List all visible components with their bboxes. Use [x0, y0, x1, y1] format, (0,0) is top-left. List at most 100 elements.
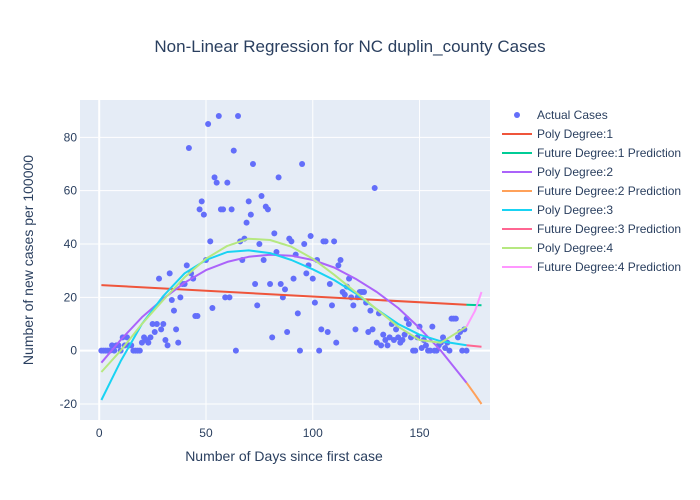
data-point[interactable]: [151, 329, 158, 335]
data-point[interactable]: [369, 326, 376, 333]
data-point[interactable]: [294, 310, 301, 317]
data-point[interactable]: [442, 345, 449, 351]
data-point[interactable]: [324, 329, 331, 335]
data-point[interactable]: [200, 211, 207, 218]
legend-item-future-degree-2-prediction[interactable]: Future Degree:2 Prediction: [502, 184, 681, 198]
data-point[interactable]: [307, 233, 314, 239]
data-point[interactable]: [277, 281, 284, 287]
data-point[interactable]: [299, 161, 306, 167]
data-point[interactable]: [335, 262, 342, 269]
data-point[interactable]: [337, 257, 344, 263]
data-point[interactable]: [205, 121, 212, 127]
data-point[interactable]: [365, 329, 372, 335]
data-point[interactable]: [138, 339, 145, 346]
data-point[interactable]: [399, 337, 406, 343]
data-point[interactable]: [303, 270, 310, 277]
data-point[interactable]: [390, 337, 397, 343]
data-point[interactable]: [170, 307, 177, 314]
data-point[interactable]: [309, 275, 316, 282]
data-point[interactable]: [207, 238, 214, 245]
data-point[interactable]: [252, 281, 259, 287]
data-point[interactable]: [254, 302, 261, 309]
data-point[interactable]: [177, 294, 184, 301]
data-point[interactable]: [341, 291, 348, 298]
data-point[interactable]: [361, 289, 368, 295]
data-point[interactable]: [220, 206, 227, 213]
data-point[interactable]: [226, 294, 233, 301]
data-point[interactable]: [256, 241, 263, 247]
data-point[interactable]: [198, 198, 205, 205]
data-point[interactable]: [333, 339, 340, 346]
data-point[interactable]: [247, 211, 254, 218]
data-point[interactable]: [264, 206, 271, 213]
data-point[interactable]: [440, 334, 447, 341]
data-point[interactable]: [454, 334, 461, 341]
data-point[interactable]: [194, 313, 201, 319]
data-point[interactable]: [173, 326, 180, 333]
data-point[interactable]: [326, 281, 333, 287]
data-point[interactable]: [311, 299, 318, 306]
data-point[interactable]: [382, 337, 389, 343]
legend[interactable]: Actual Cases Poly Degree:1 Future Degree:1…: [502, 108, 681, 274]
data-point[interactable]: [156, 275, 163, 282]
legend-item-poly-degree-4[interactable]: Poly Degree:4: [502, 241, 613, 255]
data-point[interactable]: [136, 347, 143, 354]
data-point[interactable]: [224, 179, 231, 186]
data-point[interactable]: [153, 321, 160, 327]
data-point[interactable]: [166, 270, 173, 277]
data-point[interactable]: [149, 321, 156, 327]
legend-item-future-degree-4-prediction[interactable]: Future Degree:4 Prediction: [502, 260, 681, 274]
data-point[interactable]: [282, 286, 288, 293]
data-point[interactable]: [213, 179, 220, 186]
data-point[interactable]: [232, 347, 239, 354]
data-point[interactable]: [328, 302, 335, 309]
data-point[interactable]: [211, 174, 218, 181]
data-point[interactable]: [230, 147, 237, 154]
data-point[interactable]: [196, 206, 203, 213]
legend-item-poly-degree-2[interactable]: Poly Degree:2: [502, 165, 613, 179]
data-point[interactable]: [418, 345, 425, 351]
data-point[interactable]: [258, 193, 265, 199]
data-point[interactable]: [269, 334, 276, 341]
data-point[interactable]: [245, 198, 252, 205]
data-point[interactable]: [371, 185, 378, 191]
legend-item-poly-degree-3[interactable]: Poly Degree:3: [502, 203, 613, 217]
data-point[interactable]: [405, 321, 412, 327]
data-point[interactable]: [301, 241, 308, 247]
legend-item-poly-degree-1[interactable]: Poly Degree:1: [502, 127, 613, 141]
legend-item-future-degree-3-prediction[interactable]: Future Degree:3 Prediction: [502, 222, 681, 236]
data-point[interactable]: [284, 329, 291, 335]
data-point[interactable]: [446, 347, 453, 354]
data-point[interactable]: [168, 297, 175, 303]
data-point[interactable]: [422, 342, 429, 349]
legend-item-future-degree-1-prediction[interactable]: Future Degree:1 Prediction: [502, 146, 681, 160]
data-point[interactable]: [158, 326, 165, 333]
data-point[interactable]: [331, 238, 338, 245]
data-point[interactable]: [350, 302, 357, 309]
data-point[interactable]: [228, 206, 235, 213]
data-point[interactable]: [235, 113, 242, 119]
data-point[interactable]: [296, 347, 303, 354]
data-point[interactable]: [160, 321, 167, 327]
data-point[interactable]: [288, 238, 295, 245]
data-point[interactable]: [260, 257, 267, 263]
data-point[interactable]: [401, 331, 408, 338]
data-point[interactable]: [380, 331, 387, 338]
data-point[interactable]: [290, 275, 297, 282]
data-point[interactable]: [175, 339, 182, 346]
data-point[interactable]: [367, 307, 374, 314]
data-point[interactable]: [463, 347, 470, 354]
data-point[interactable]: [164, 342, 171, 349]
data-point[interactable]: [215, 113, 222, 119]
data-point[interactable]: [395, 334, 402, 341]
data-point[interactable]: [147, 334, 154, 341]
data-point[interactable]: [352, 326, 359, 333]
data-point[interactable]: [378, 342, 385, 349]
data-point[interactable]: [275, 174, 282, 181]
data-point[interactable]: [162, 337, 169, 343]
data-point[interactable]: [267, 281, 274, 287]
data-point[interactable]: [452, 315, 459, 322]
data-point[interactable]: [318, 326, 325, 333]
data-point[interactable]: [316, 347, 323, 354]
data-point[interactable]: [429, 323, 436, 330]
